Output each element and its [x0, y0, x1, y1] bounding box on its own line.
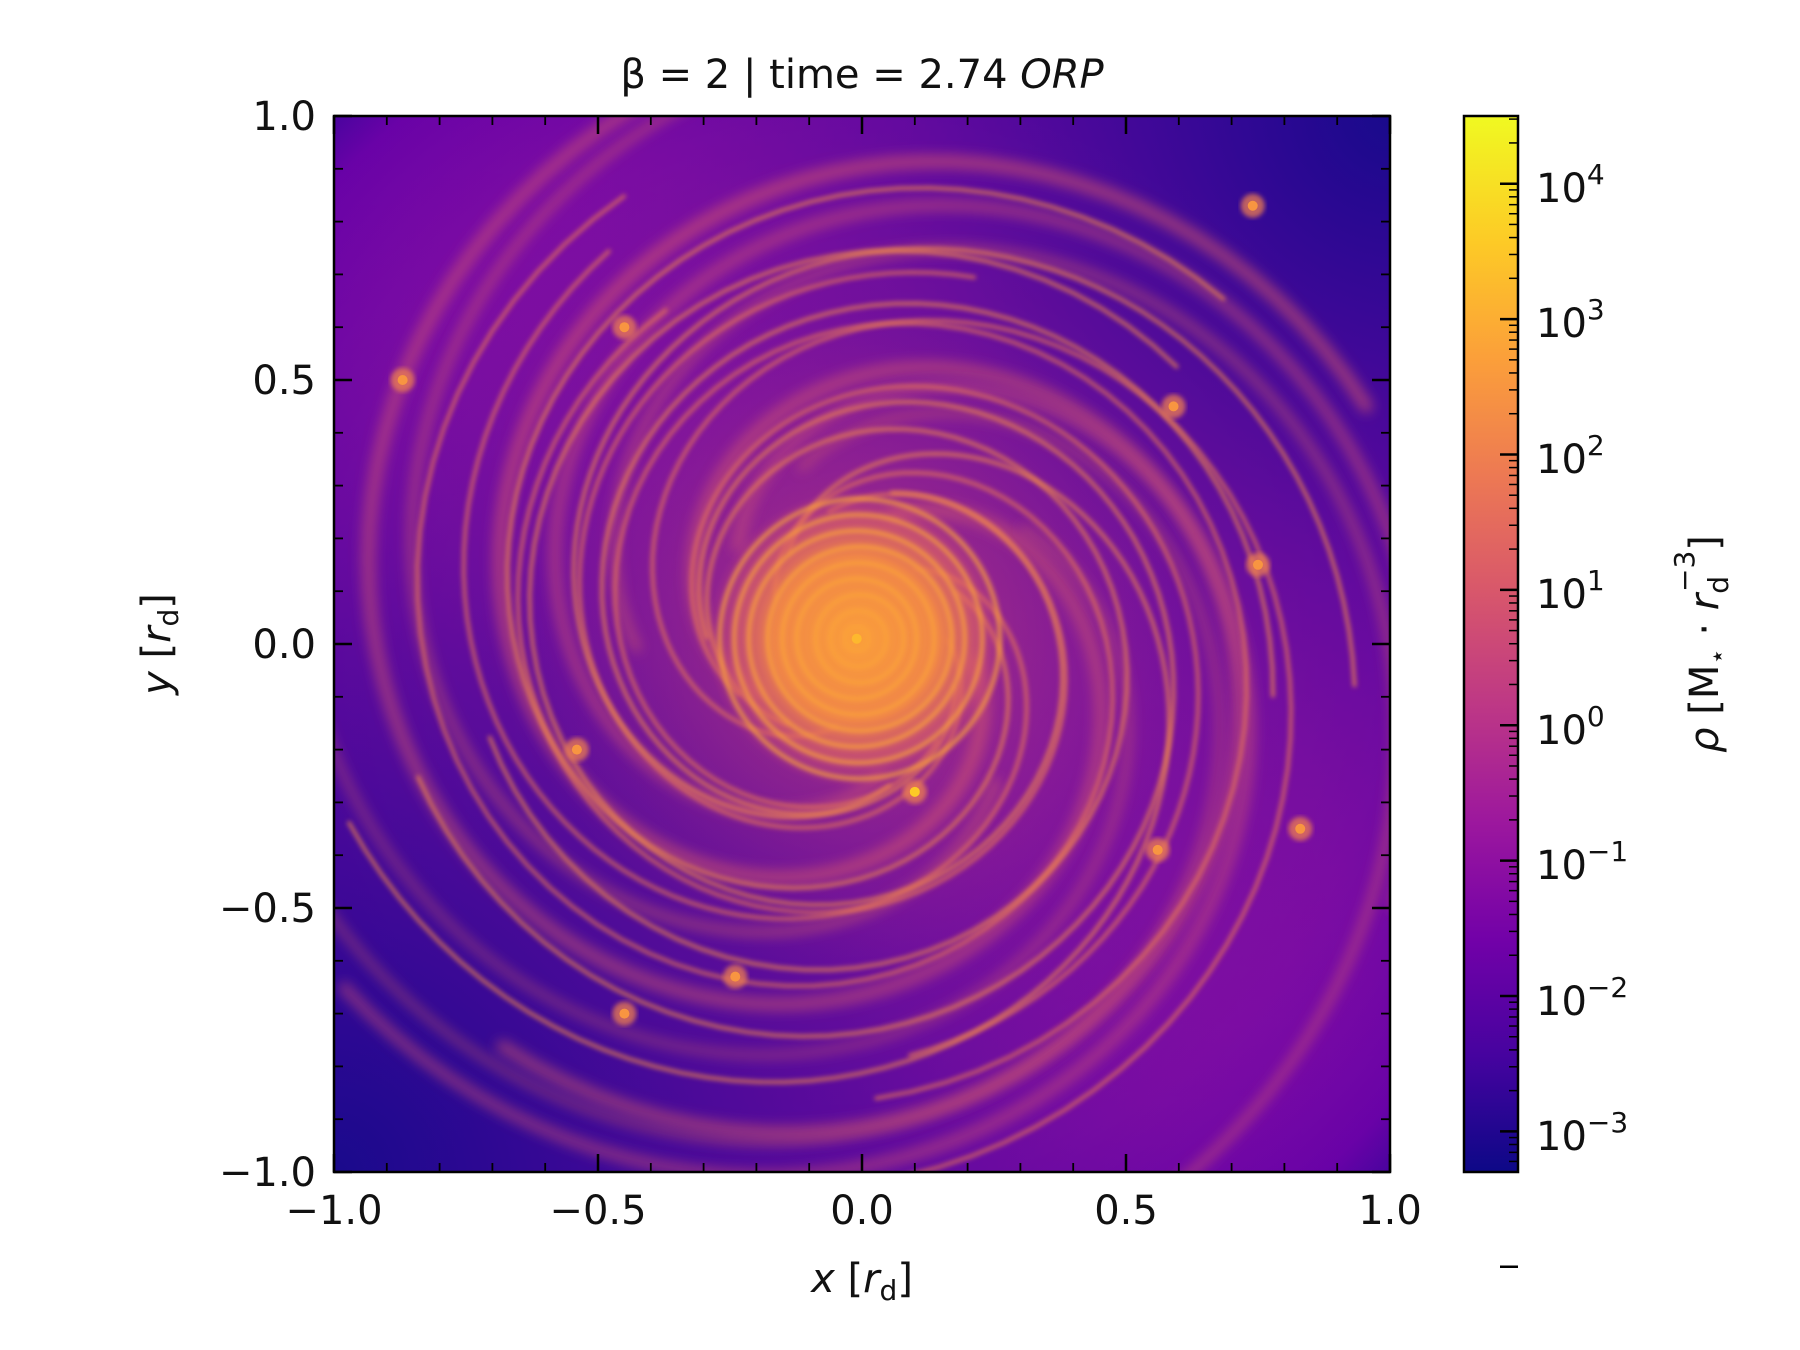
colorbar-tick-label: 101: [1536, 564, 1605, 618]
gas-filament: [571, 246, 1357, 819]
core-ring: [765, 544, 954, 733]
chart-title: β = 2 | time = 2.74 ORP: [620, 52, 1104, 98]
gas-filament: [599, 301, 1275, 817]
gas-filament: [527, 248, 1179, 907]
gas-filament: [487, 427, 1130, 972]
core-ring: [813, 592, 906, 685]
clump-core: [1247, 200, 1258, 211]
core-ring: [717, 496, 1002, 781]
colorbar-tick-label: 100: [1536, 700, 1605, 754]
colorbar-tick-labels: 10−3 10−2 10−1 100 101 102 103 104: [1536, 158, 1628, 1160]
x-tick-label: 1.0: [1358, 1188, 1422, 1234]
colorbar-tick-label: 10−2: [1536, 971, 1628, 1025]
core-center: [851, 633, 862, 644]
y-tick-label: 0.5: [252, 358, 316, 404]
x-tick-labels: −1.0 −0.5 0.0 0.5 1.0: [285, 1188, 1421, 1234]
spiral-arm: [609, 244, 1390, 1172]
colorbar-tick-label: 10−1: [1536, 835, 1628, 889]
colorbar-tick-label: 103: [1536, 293, 1605, 347]
density-heatmap: [334, 116, 1390, 1172]
y-axis-label: y [rd]: [134, 593, 185, 696]
core-ring: [732, 512, 985, 765]
core-ring: [780, 560, 937, 717]
x-tick-label: −0.5: [549, 1188, 646, 1234]
spiral-arm: [406, 116, 1001, 937]
gas-filament: [505, 185, 1226, 891]
y-tick-label: −0.5: [219, 886, 316, 932]
y-tick-label: −1.0: [219, 1150, 316, 1196]
colorbar-label: ρ [M⋆ · rd−3]: [1668, 535, 1735, 753]
clump-core: [619, 1008, 630, 1019]
gas-filament: [416, 399, 1176, 1039]
x-tick-label: 0.5: [1094, 1188, 1158, 1234]
clump-core: [397, 375, 408, 385]
clump-core: [909, 786, 920, 797]
clump-core: [1168, 401, 1179, 412]
gas-filament: [461, 249, 1029, 921]
x-tick-label: −1.0: [285, 1188, 382, 1234]
clump-core: [1295, 823, 1306, 834]
spiral-arm: [492, 154, 1374, 885]
dense-clumps: [390, 193, 1313, 1026]
clump-core: [730, 971, 741, 982]
core-ring: [842, 624, 871, 653]
gas-filament: [650, 318, 1294, 1172]
clump-core: [1152, 844, 1163, 855]
core-ring: [828, 608, 889, 669]
y-tick-labels: −1.0 −0.5 0.0 0.5 1.0: [219, 94, 316, 1196]
gas-filament: [415, 194, 1115, 988]
spiral-arm: [361, 116, 1109, 1012]
x-axis-label: x [rd]: [809, 1256, 913, 1307]
clump-core: [619, 322, 630, 333]
gas-filament: [347, 451, 1172, 1085]
clump-core: [1253, 559, 1263, 570]
clump-core: [571, 744, 582, 755]
y-tick-label: 0.0: [252, 622, 316, 668]
y-tick-label: 1.0: [252, 94, 316, 140]
core-ring: [746, 528, 967, 749]
colorbar-tick-label: 102: [1536, 429, 1605, 483]
dense-core: [706, 488, 1007, 789]
core-ring: [794, 576, 919, 701]
colorbar-tick-label: 10−3: [1536, 1106, 1628, 1160]
colorbar-tick-label: 104: [1536, 158, 1605, 212]
colorbar-ticks: [1500, 118, 1518, 1269]
spiral-arm: [334, 408, 1224, 1147]
x-tick-label: 0.0: [830, 1188, 894, 1234]
gas-filament: [613, 321, 1249, 1101]
axis-ticks: [332, 114, 1392, 1174]
